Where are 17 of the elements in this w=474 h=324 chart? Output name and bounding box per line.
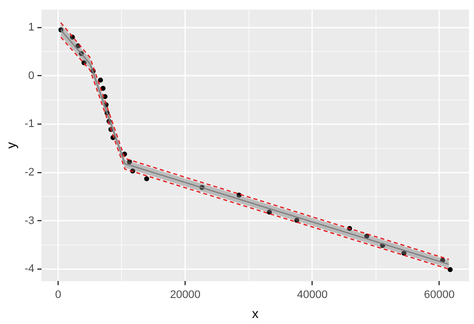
x-tick-label: 20000 <box>170 288 201 301</box>
point <box>144 176 150 182</box>
x-tick-label: 60000 <box>424 288 455 301</box>
x-tick-label: 40000 <box>297 288 328 301</box>
y-tick-label: -4 <box>24 263 34 276</box>
y-tick-label: -1 <box>24 118 34 130</box>
y-tick-label: -2 <box>24 166 34 178</box>
point <box>266 210 272 215</box>
y-tick-label: 0 <box>28 70 34 82</box>
x-tick-label: 0 <box>55 288 62 301</box>
y-tick-label: -3 <box>24 214 34 227</box>
point <box>98 78 103 83</box>
point <box>236 192 242 198</box>
point <box>448 267 453 272</box>
y-axis-title: y <box>3 142 18 149</box>
y-tick-label: 1 <box>28 22 34 34</box>
x-axis-title: x <box>252 306 259 321</box>
